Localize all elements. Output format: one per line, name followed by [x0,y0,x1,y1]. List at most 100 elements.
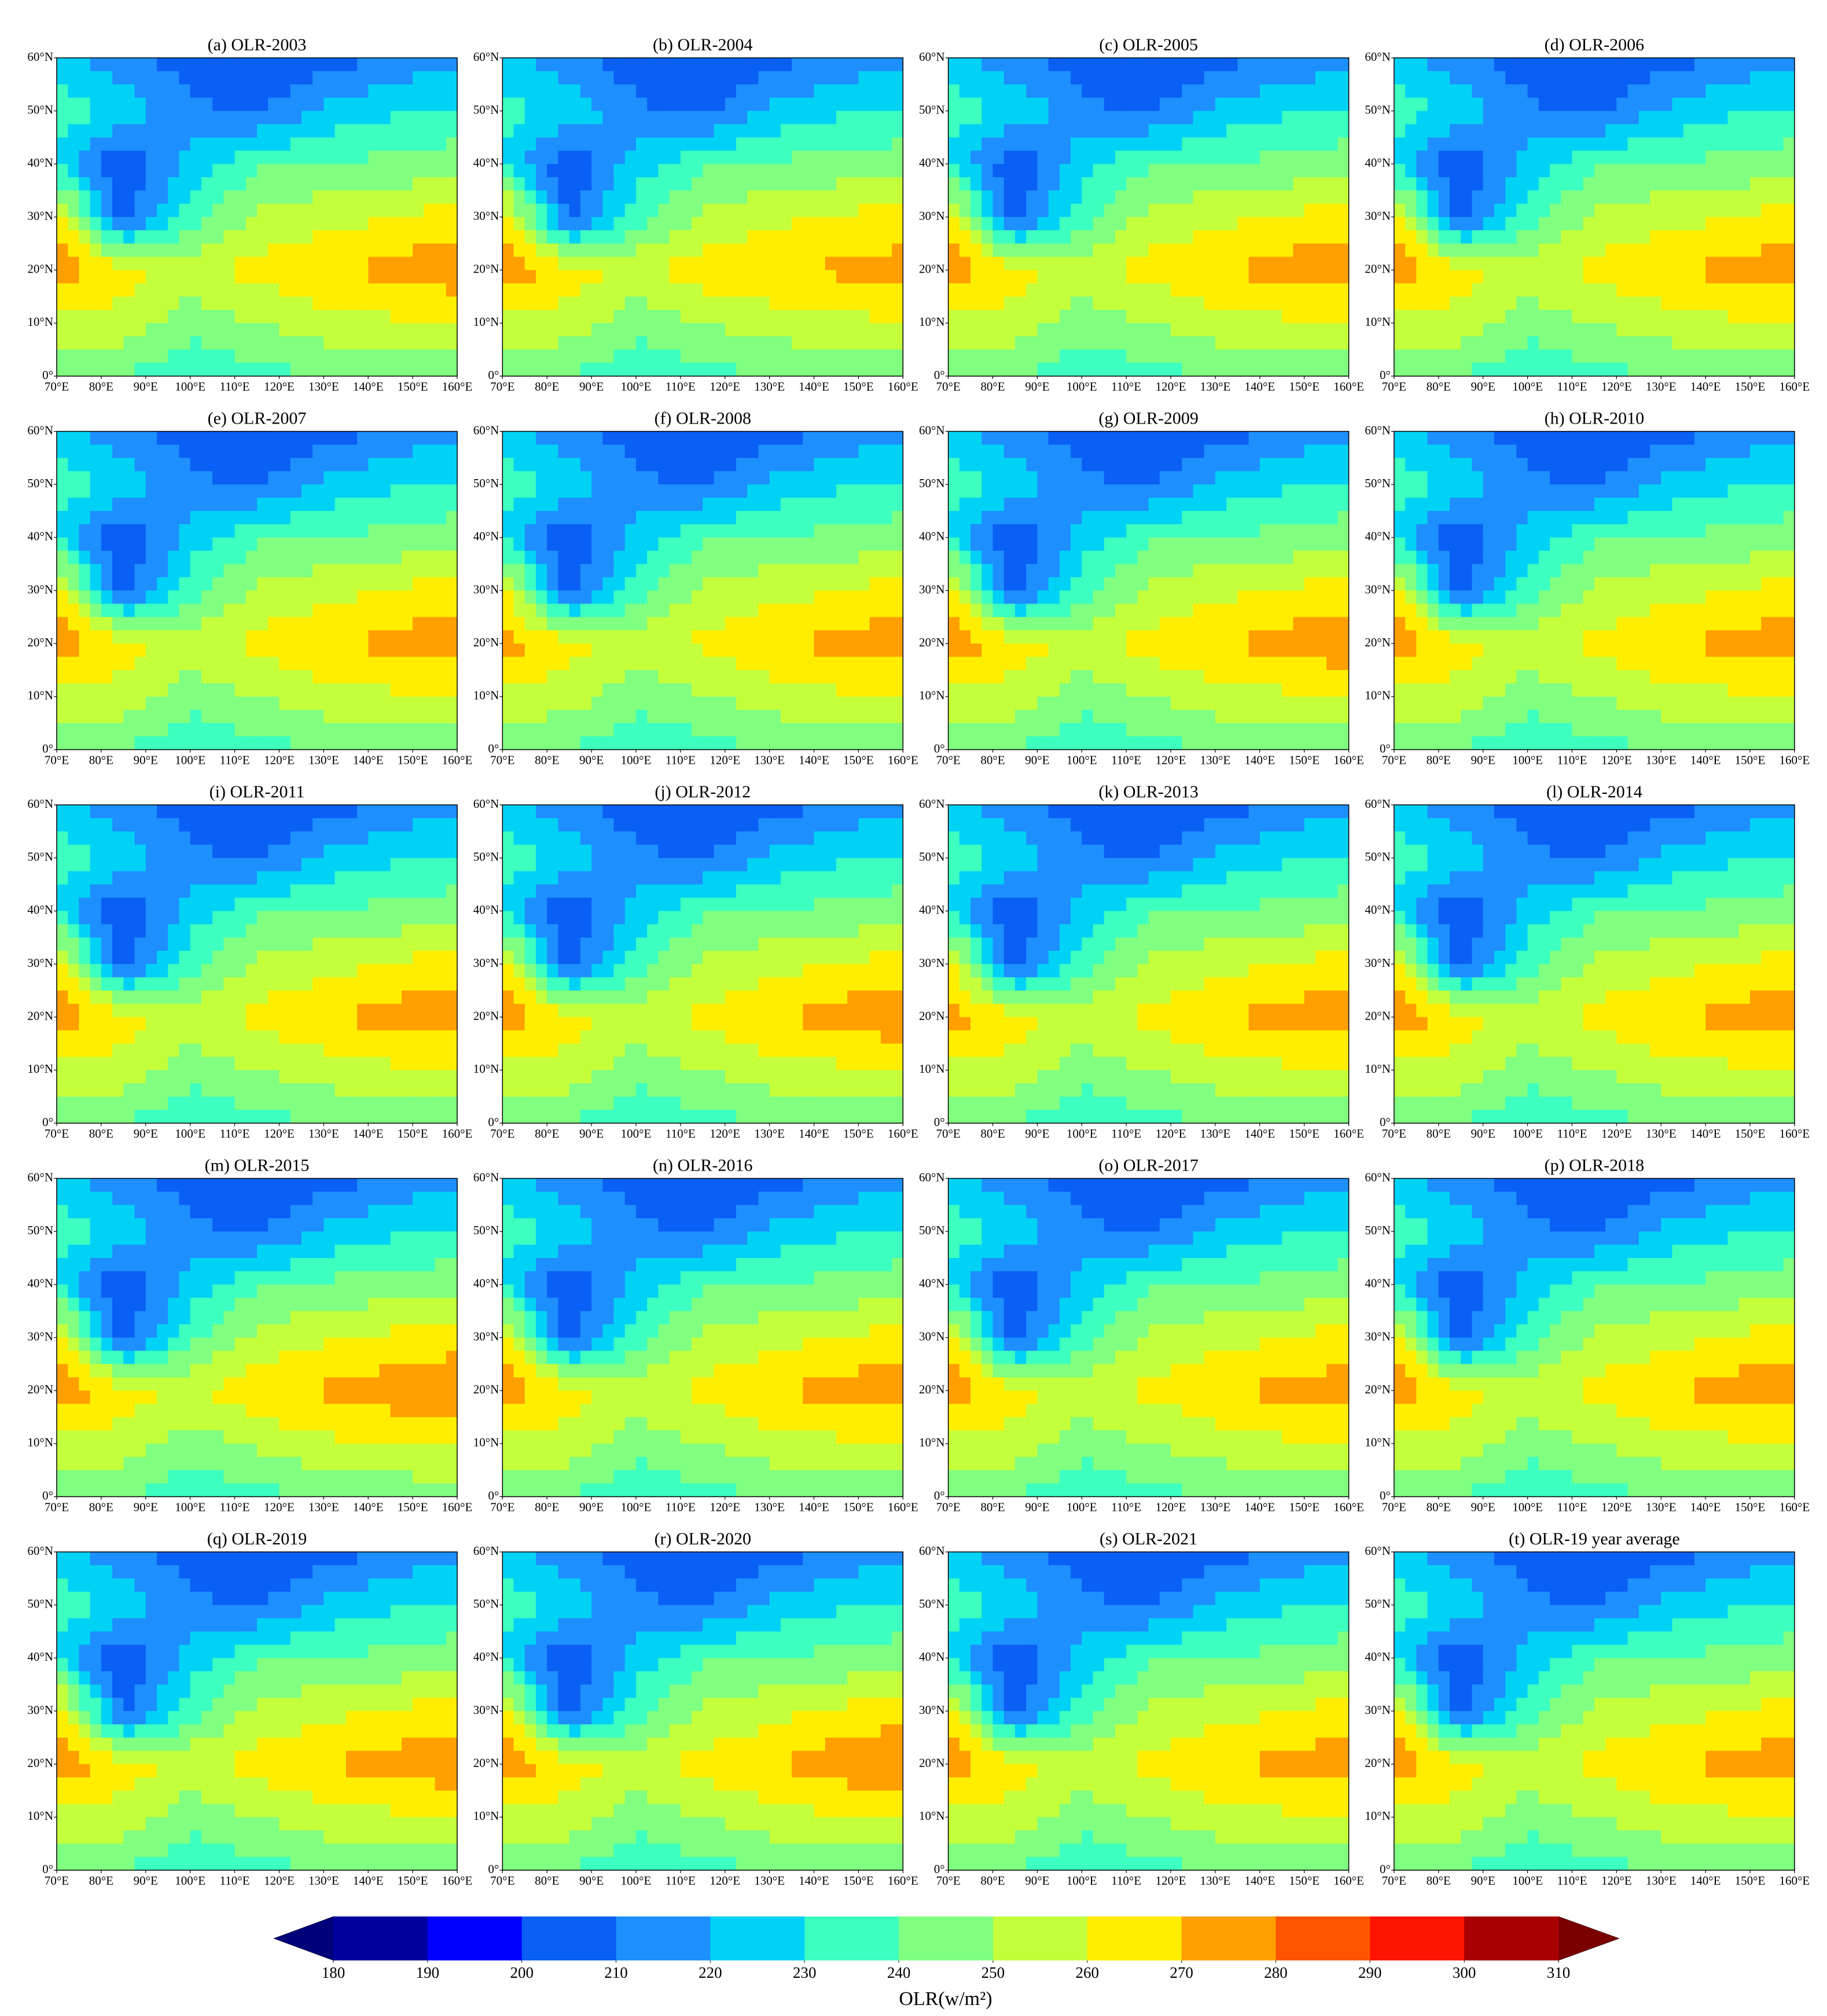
olr-cell [1683,190,1695,204]
olr-cell [201,363,213,377]
olr-cell [145,137,157,152]
olr-cell [1003,111,1016,125]
olr-cell [803,111,815,125]
olr-cell [324,431,336,446]
olr-cell [858,243,870,257]
olr-cell [145,709,157,724]
olr-cell [535,444,547,458]
olr-cell [569,124,581,138]
olr-cell [992,350,1005,363]
olr-cell [245,350,258,363]
olr-cell [602,190,615,204]
olr-cell [1282,190,1294,204]
olr-cell [1461,97,1473,112]
olr-cell [334,484,347,498]
olr-cell [435,150,447,164]
olr-cell [1705,270,1717,284]
olr-cell [257,97,269,112]
olr-cell [1761,217,1773,231]
olr-cell [390,723,402,737]
olr-cell [68,550,80,565]
olr-cell [613,84,626,98]
olr-cell [268,723,280,737]
olr-cell [424,336,436,350]
olr-cell [703,71,715,85]
olr-cell [413,577,424,591]
olr-cell [424,444,436,458]
olr-cell [703,444,715,458]
olr-cell [869,124,881,138]
olr-cell [736,296,748,311]
olr-cell [658,283,670,297]
olr-cell [892,550,903,565]
olr-cell [1315,323,1327,337]
olr-cell [123,217,135,231]
olr-cell [880,323,892,337]
olr-cell [1716,190,1729,204]
olr-cell [613,458,626,472]
olr-cell [1650,283,1661,297]
olr-cell [424,617,436,631]
olr-cell [1761,363,1773,377]
olr-cell [680,524,692,538]
olr-cell [357,484,369,498]
olr-cell [1661,177,1673,191]
olr-cell [513,550,525,565]
olr-cell [101,230,113,244]
olr-cell [1282,164,1294,178]
olr-cell [168,296,180,311]
olr-cell [502,124,514,138]
olr-cell [502,283,514,297]
olr-cell [1215,310,1227,323]
olr-cell [513,350,525,363]
olr-cell [101,444,113,458]
olr-cell [345,643,358,657]
y-tick-label: 60°N [27,423,53,437]
x-tick-label: 120°E [1601,380,1632,393]
olr-cell [401,190,413,204]
olr-cell [758,431,770,446]
olr-cell [345,550,358,565]
y-tick-label: 40°N [473,156,499,170]
olr-cell [1583,204,1595,218]
olr-cell [1550,177,1561,191]
olr-cell [1304,217,1316,231]
olr-cell [424,84,436,98]
olr-cell [345,137,358,152]
olr-cell [90,111,102,125]
olr-cell [1182,71,1194,85]
olr-cell [1394,256,1406,271]
olr-cell [390,683,402,697]
olr-cell [1259,323,1271,337]
olr-cell [658,270,670,284]
olr-cell [424,498,436,512]
olr-cell [1672,336,1684,350]
olr-cell [747,243,759,257]
olr-cell [90,270,102,284]
olr-cell [1126,58,1138,72]
olr-cell [602,550,615,565]
olr-cell [435,696,447,711]
olr-cell [703,243,715,257]
olr-cell [313,124,324,138]
olr-cell [1193,350,1205,363]
olr-cell [68,283,80,297]
olr-cell [847,511,859,525]
olr-cell [814,498,826,512]
olr-cell [535,204,547,218]
olr-cell [758,217,770,231]
olr-cell [1259,190,1271,204]
olr-cell [123,323,135,337]
olr-cell [1204,270,1216,284]
olr-cell [268,190,280,204]
olr-cell [90,137,102,152]
olr-cell [157,550,168,565]
olr-cell [803,137,815,152]
olr-cell [1115,124,1127,138]
olr-cell [1450,230,1461,244]
olr-cell [602,230,615,244]
olr-cell [1014,336,1027,350]
olr-cell [334,696,347,711]
olr-cell [825,256,837,271]
olr-cell [145,431,157,446]
